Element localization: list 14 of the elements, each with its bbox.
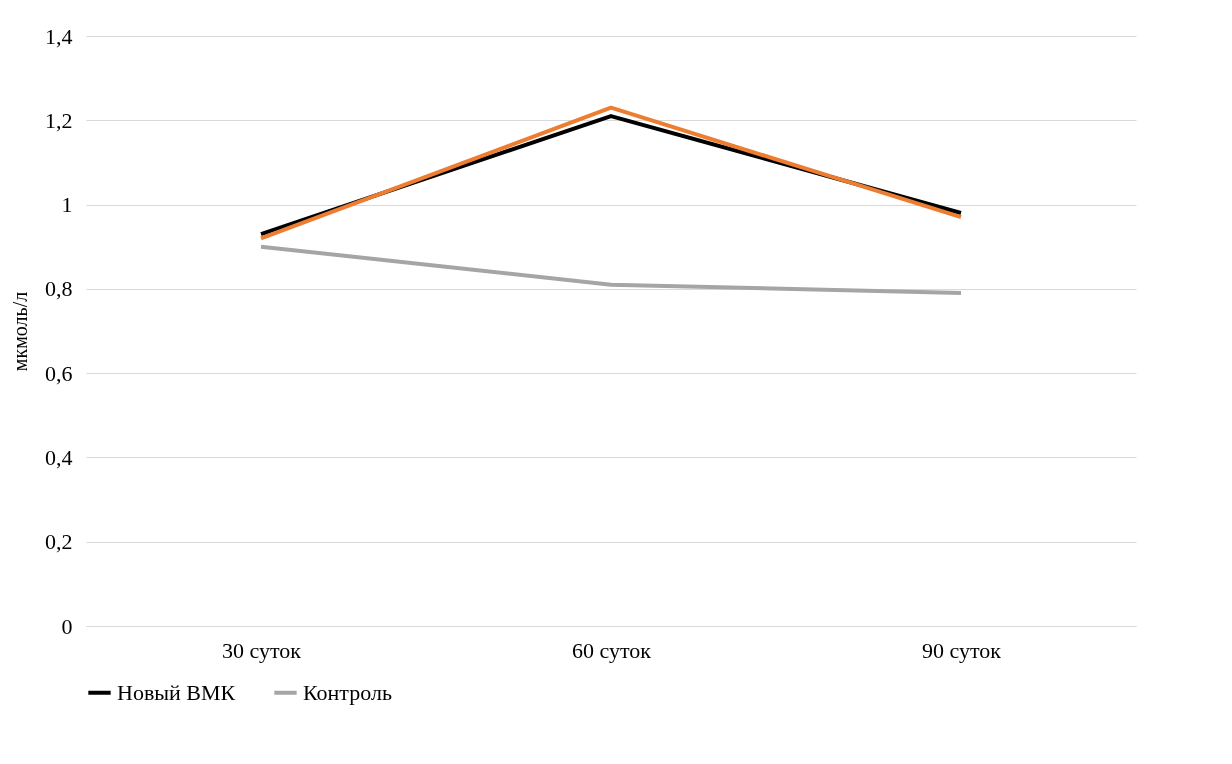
- y-tick-label: 0,2: [45, 529, 73, 555]
- x-tick-label: 90 суток: [922, 637, 1002, 663]
- y-tick-label: 1,4: [45, 23, 73, 49]
- y-tick-label: 1: [61, 192, 73, 218]
- y-tick-label: 0,4: [45, 444, 73, 470]
- legend-label: Контроль: [303, 679, 392, 705]
- y-tick-label: 0,6: [45, 360, 73, 386]
- x-tick-label: 60 суток: [572, 637, 652, 663]
- y-tick-label: 0,8: [45, 276, 73, 302]
- x-tick-label: 30 суток: [222, 637, 302, 663]
- legend-label: Новый ВМК: [117, 679, 236, 705]
- y-tick-label: 0: [61, 613, 73, 639]
- y-tick-label: 1,2: [45, 107, 73, 133]
- y-axis-title: мкмоль/л: [9, 291, 31, 372]
